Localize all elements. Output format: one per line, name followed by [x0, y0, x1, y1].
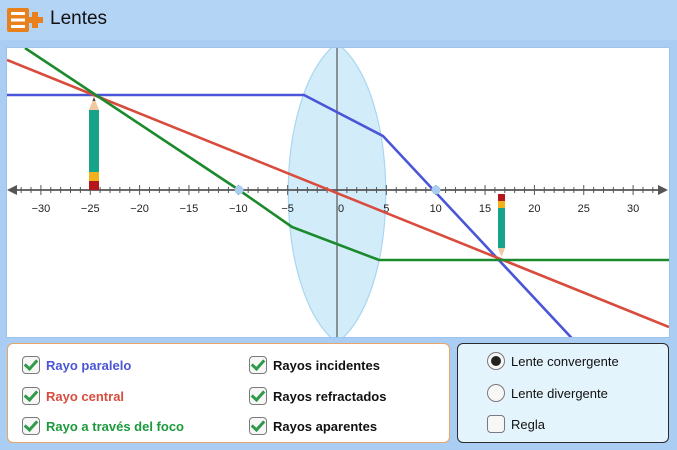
ray-parallel-checkbox[interactable]: [22, 356, 40, 374]
focal-point-left[interactable]: [234, 185, 244, 195]
axis-tick-label: 0: [338, 203, 344, 215]
apparent-rays-option[interactable]: Rayos aparentes: [249, 417, 377, 435]
ray-central-option[interactable]: Rayo central: [22, 387, 124, 405]
ruler-checkbox[interactable]: [487, 415, 505, 433]
rays-panel: Rayo paralelo Rayo central Rayo a través…: [7, 343, 450, 443]
ray-central-label: Rayo central: [46, 388, 125, 404]
diverging-lens-label: Lente divergente: [511, 385, 608, 401]
refracted-rays-option[interactable]: Rayos refractados: [249, 387, 386, 405]
axis-tick-label: −10: [229, 203, 248, 215]
ray-focus-option[interactable]: Rayo a través del foco: [22, 417, 184, 435]
ray-central: [7, 58, 669, 329]
converging-lens-label: Lente convergente: [511, 353, 619, 369]
axis-tick-label: −30: [32, 203, 51, 215]
incident-rays-label: Rayos incidentes: [273, 357, 380, 373]
optical-axis: −30 −25 −20 −15 −10 −5 0 5 10 15 20 25 30: [7, 185, 668, 215]
app-title: Lentes: [50, 8, 108, 29]
ray-focus-checkbox[interactable]: [22, 417, 40, 435]
axis-tick-label: −25: [81, 203, 100, 215]
optics-stage[interactable]: −30 −25 −20 −15 −10 −5 0 5 10 15 20 25 30: [6, 47, 670, 338]
axis-tick-label: 10: [430, 203, 442, 215]
ray-parallel: [7, 93, 573, 337]
app-logo-icon: [7, 8, 43, 32]
ray-parallel-option[interactable]: Rayo paralelo: [22, 356, 131, 374]
axis-tick-label: −15: [180, 203, 199, 215]
ray-focus-label: Rayo a través del foco: [46, 418, 184, 434]
ruler-option[interactable]: Regla: [487, 415, 545, 433]
ray-parallel-label: Rayo paralelo: [46, 357, 132, 373]
axis-tick-label: 25: [578, 203, 590, 215]
apparent-rays-label: Rayos aparentes: [273, 418, 378, 434]
axis-tick-label: 5: [383, 203, 389, 215]
axis-tick-label: 30: [627, 203, 639, 215]
refracted-rays-label: Rayos refractados: [273, 388, 387, 404]
axis-tick-label: −20: [130, 203, 149, 215]
axis-tick-label: −5: [281, 203, 294, 215]
refracted-rays-checkbox[interactable]: [249, 387, 267, 405]
title-bar: Lentes: [0, 0, 677, 40]
incident-rays-option[interactable]: Rayos incidentes: [249, 356, 380, 374]
focal-point-right[interactable]: [431, 185, 441, 195]
converging-lens-radio[interactable]: [487, 352, 505, 370]
diverging-lens-radio[interactable]: [487, 384, 505, 402]
ruler-label: Regla: [511, 416, 545, 432]
apparent-rays-checkbox[interactable]: [249, 417, 267, 435]
ray-central-checkbox[interactable]: [22, 387, 40, 405]
incident-rays-checkbox[interactable]: [249, 356, 267, 374]
lens-panel: Lente convergente Lente divergente Regla: [457, 343, 669, 443]
ray-focus: [24, 48, 669, 262]
axis-tick-label: 20: [528, 203, 540, 215]
diverging-lens-option[interactable]: Lente divergente: [487, 384, 608, 402]
object-pencil[interactable]: [89, 97, 99, 190]
converging-lens-option[interactable]: Lente convergente: [487, 352, 619, 370]
axis-tick-label: 15: [479, 203, 491, 215]
image-pencil: [498, 194, 505, 257]
